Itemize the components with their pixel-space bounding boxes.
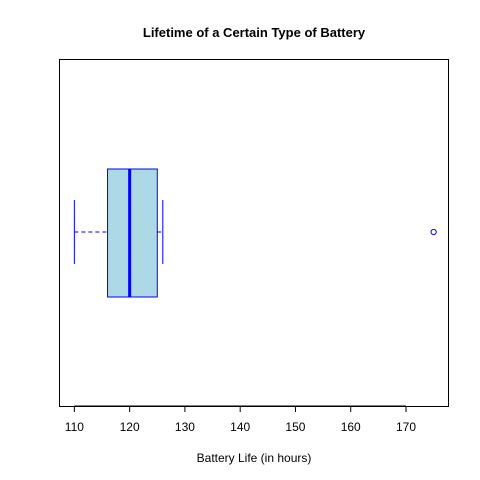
interquartile-box (107, 168, 158, 298)
boxplot-marks (73, 168, 437, 298)
x-tick-label: 130 (175, 420, 195, 434)
x-tick-label: 160 (341, 420, 361, 434)
x-tick-label: 150 (285, 420, 305, 434)
x-tick-label: 140 (230, 420, 250, 434)
x-tick-label: 120 (120, 420, 140, 434)
x-axis: 110 120 130 140 150 160 170 (65, 405, 416, 434)
x-axis-label: Battery Life (in hours) (197, 451, 312, 465)
x-tick-label: 170 (396, 420, 416, 434)
outlier-point (430, 228, 437, 236)
chart-title: Lifetime of a Certain Type of Battery (143, 25, 366, 40)
x-tick-label: 110 (65, 420, 84, 434)
